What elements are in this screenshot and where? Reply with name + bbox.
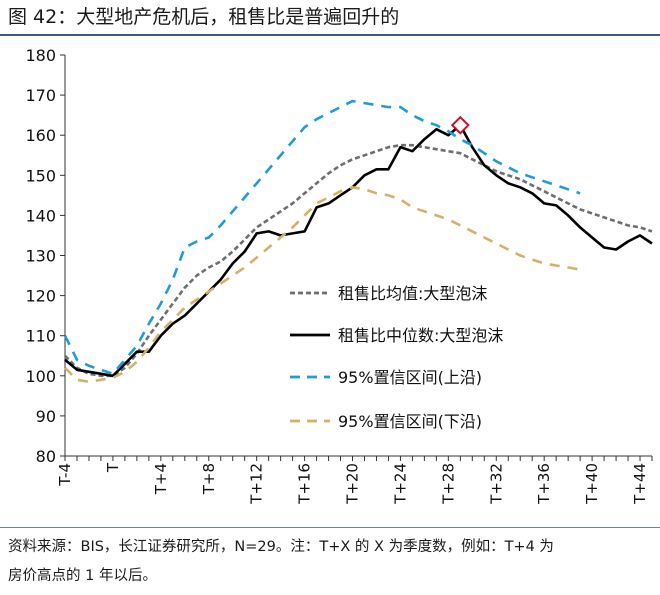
legend-label-3: 95%置信区间(上沿) (338, 368, 482, 387)
series-line-1 (64, 143, 653, 378)
x-tick-label: T+28 (439, 463, 457, 505)
y-tick-label: 160 (25, 126, 56, 145)
title-rule (0, 34, 660, 36)
y-tick-label: 90 (36, 407, 56, 426)
source-note: 资料来源：BIS，长江证券研究所，N=29。注：T+X 的 X 为季度数，例如：… (8, 533, 656, 591)
y-tick-label: 170 (25, 86, 56, 105)
y-tick-label: 110 (25, 327, 56, 346)
series-line-3 (63, 99, 581, 376)
y-tick-label: 100 (25, 367, 56, 386)
x-tick-label: T+16 (296, 463, 314, 505)
x-tick-label: T+12 (248, 463, 266, 505)
legend-label-4: 95%置信区间(下沿) (338, 412, 482, 431)
y-tick-label: 120 (25, 287, 56, 306)
x-tick-label: T-4 (56, 463, 74, 487)
x-tick-label: T+4 (152, 463, 170, 495)
y-tick-label: 130 (25, 247, 56, 266)
legend-label-2: 租售比中位数:大型泡沫 (338, 326, 503, 345)
y-tick-label: 140 (25, 206, 56, 225)
series-line-4 (64, 186, 581, 384)
legend-label-1: 租售比均值:大型泡沫 (338, 284, 487, 303)
line-chart: 80 90 100 110 120 130 140 150 160 170 180 T-4 T T+4 T+… (25, 46, 653, 505)
x-tick-label: T+24 (391, 463, 409, 505)
y-tick-label: 180 (25, 46, 56, 65)
x-tick-label: T+20 (344, 463, 362, 505)
x-tick-label: T+40 (583, 463, 601, 505)
x-tick-label: T+36 (535, 463, 553, 505)
note-rule (0, 527, 660, 528)
note-line-2: 房价高点的 1 年以后。 (8, 568, 157, 584)
y-tick-label: 80 (36, 447, 56, 466)
peak-marker (450, 115, 470, 135)
x-tick-label: T (104, 462, 122, 473)
figure-title: 图 42：大型地产危机后，租售比是普遍回升的 (8, 6, 400, 28)
x-tick-label: T+8 (200, 463, 218, 495)
x-tick-label: T+32 (487, 463, 505, 505)
note-line-1: 资料来源：BIS，长江证券研究所，N=29。注：T+X 的 X 为季度数，例如：… (8, 539, 554, 555)
x-tick-label: T+44 (631, 463, 649, 505)
y-tick-label: 150 (25, 166, 56, 185)
series-line-2 (64, 123, 653, 378)
